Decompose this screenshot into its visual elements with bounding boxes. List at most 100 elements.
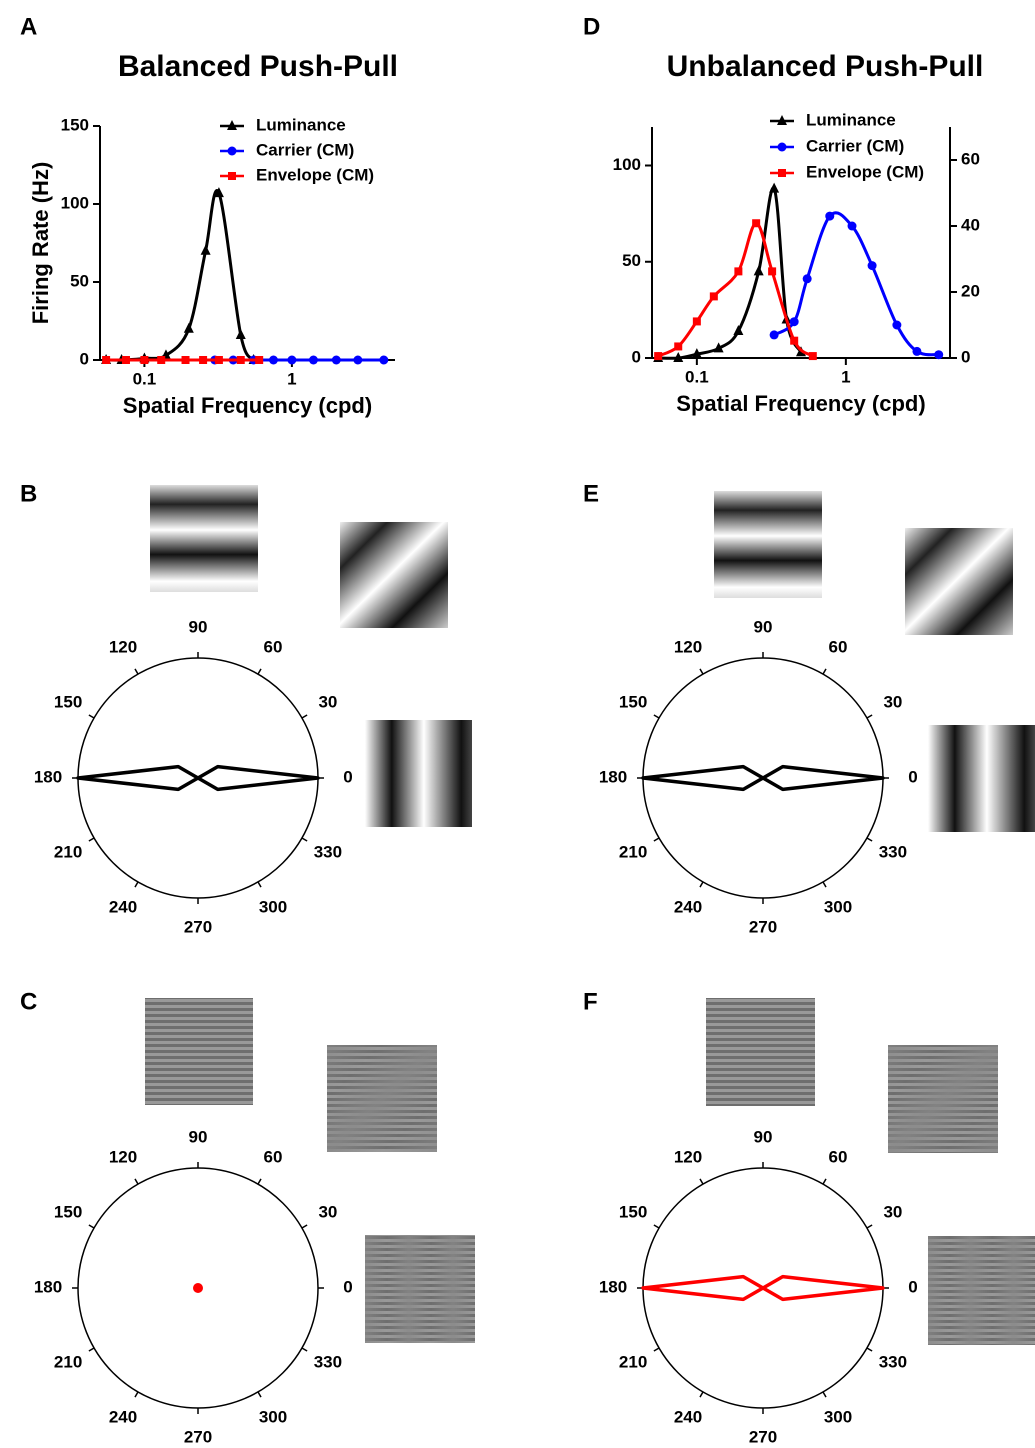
grating-images [145, 485, 1035, 1345]
panel-letter: D [583, 13, 600, 40]
series-line [106, 189, 255, 362]
marker [183, 322, 194, 333]
marker [912, 346, 922, 356]
marker [733, 325, 744, 336]
theta-tick-label: 330 [314, 842, 342, 861]
panel-letter: F [583, 988, 598, 1015]
theta-tick-label: 60 [829, 638, 848, 657]
legend-label: Luminance [806, 110, 896, 129]
marker [808, 352, 817, 361]
theta-tick-label: 150 [619, 1202, 647, 1221]
y2-tick-label: 60 [961, 149, 980, 168]
marker [709, 292, 718, 301]
chart-title: Unbalanced Push-Pull [667, 50, 984, 83]
theta-tick [134, 668, 139, 675]
grating-oblique [340, 522, 448, 628]
chart-title: Balanced Push-Pull [118, 50, 398, 83]
theta-tick [301, 1224, 308, 1229]
theta-tick [653, 1224, 660, 1229]
marker [934, 350, 944, 360]
theta-tick-label: 300 [259, 897, 287, 916]
theta-tick [866, 1224, 873, 1229]
theta-tick [134, 881, 139, 888]
theta-tick [301, 714, 308, 719]
theta-tick-label: 60 [264, 1148, 283, 1167]
theta-tick [653, 714, 660, 719]
marker [753, 265, 764, 276]
theta-tick-label: 30 [318, 692, 337, 711]
marker [200, 244, 211, 255]
theta-tick-label: 60 [264, 638, 283, 657]
marker [789, 317, 799, 327]
x-axis-label: Spatial Frequency (cpd) [123, 393, 372, 418]
theta-tick-label: 120 [109, 638, 137, 657]
theta-tick [822, 1178, 827, 1185]
cm-envelope [888, 1045, 998, 1153]
theta-tick [866, 1347, 873, 1352]
theta-tick-label: 180 [34, 1277, 62, 1296]
grating-oblique [905, 528, 1013, 635]
theta-tick-label: 300 [824, 897, 852, 916]
marker [825, 211, 835, 221]
theta-tick [134, 1178, 139, 1185]
marker [255, 356, 264, 364]
theta-tick [88, 1224, 95, 1229]
legend-label: Carrier (CM) [806, 136, 904, 155]
cm-envelope [365, 1235, 475, 1343]
y-tick-label: 100 [613, 155, 641, 174]
y2-tick-label: 20 [961, 281, 980, 300]
marker [331, 355, 341, 365]
theta-tick [699, 881, 704, 888]
theta-tick [866, 714, 873, 719]
theta-tick-label: 270 [749, 917, 777, 936]
marker [308, 355, 318, 365]
grating-horizontal [150, 485, 258, 592]
panel-letter: A [20, 13, 37, 40]
grating-vertical [365, 720, 472, 827]
legend-marker [228, 172, 236, 180]
theta-tick-label: 180 [599, 1277, 627, 1296]
theta-tick [301, 1347, 308, 1352]
marker [379, 355, 389, 365]
legend-label: Carrier (CM) [256, 140, 354, 159]
theta-tick-label: 180 [34, 767, 62, 786]
marker [692, 317, 701, 326]
legend-label: Envelope (CM) [806, 162, 924, 181]
theta-tick-label: 270 [184, 1427, 212, 1446]
marker [236, 356, 245, 364]
theta-tick-label: 270 [184, 917, 212, 936]
theta-tick-label: 150 [54, 692, 82, 711]
marker [713, 342, 724, 353]
y-tick-label: 0 [80, 349, 89, 368]
theta-tick-label: 240 [109, 897, 137, 916]
panel-letter: C [20, 988, 37, 1015]
theta-tick [822, 881, 827, 888]
marker [802, 274, 812, 284]
marker [214, 356, 223, 364]
marker [734, 267, 743, 276]
theta-tick-label: 240 [674, 1407, 702, 1426]
theta-tick [653, 837, 660, 842]
theta-tick [699, 1391, 704, 1398]
theta-tick [88, 1347, 95, 1352]
theta-tick [699, 668, 704, 675]
polar-line [641, 1274, 885, 1302]
legend-marker [778, 169, 786, 177]
marker [102, 356, 111, 364]
theta-tick-label: 0 [908, 767, 917, 786]
theta-tick-label: 300 [259, 1407, 287, 1426]
theta-tick-label: 90 [754, 1127, 773, 1146]
theta-tick-label: 90 [189, 1127, 208, 1146]
x-tick-label: 0.1 [133, 369, 157, 388]
theta-tick-label: 270 [749, 1427, 777, 1446]
cm-envelope [327, 1045, 437, 1152]
theta-tick [88, 714, 95, 719]
theta-tick-label: 90 [189, 617, 208, 636]
theta-tick [699, 1178, 704, 1185]
marker [752, 219, 761, 228]
theta-tick-label: 210 [619, 842, 647, 861]
marker [691, 348, 702, 359]
theta-tick-label: 0 [343, 767, 352, 786]
panel-letter: E [583, 480, 599, 507]
series-line [773, 211, 939, 357]
